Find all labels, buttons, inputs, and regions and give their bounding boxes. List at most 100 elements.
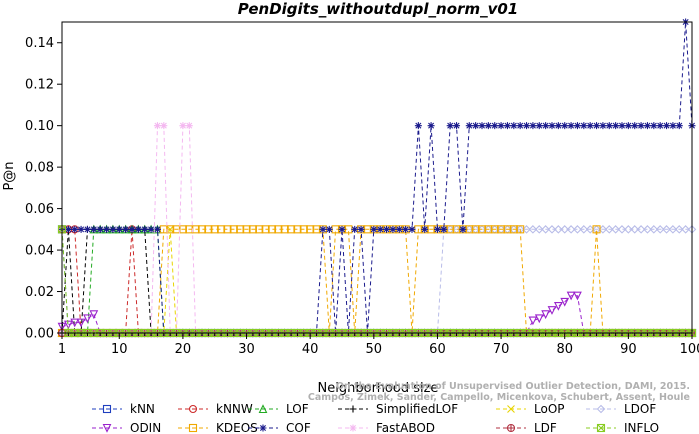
- legend-label: FastABOD: [376, 421, 435, 434]
- data-point: [421, 225, 429, 233]
- credit-line-1: Campos, Zimek, Sander, Campello, Micenko…: [308, 392, 690, 403]
- data-point: [503, 122, 511, 130]
- data-point: [153, 225, 161, 233]
- legend-item-ldof: LDOF: [586, 402, 656, 416]
- data-point: [668, 225, 678, 234]
- data-point: [306, 225, 315, 234]
- data-point: [534, 314, 544, 324]
- data-point: [408, 225, 416, 233]
- data-point: [637, 122, 645, 130]
- data-point: [604, 225, 614, 234]
- x-axis-label: Neighborhood size: [318, 381, 439, 396]
- data-point: [624, 122, 632, 130]
- data-point: [477, 225, 487, 234]
- data-point: [573, 291, 582, 301]
- data-point: [535, 122, 543, 130]
- legend-item-odin: ODIN: [92, 421, 161, 434]
- plot-frame: [61, 21, 693, 334]
- data-point: [370, 225, 378, 233]
- data-point: [402, 225, 410, 233]
- y-tick-label: 0.00: [25, 327, 54, 342]
- legend-marker: [188, 423, 198, 433]
- data-point: [128, 225, 136, 233]
- data-point: [612, 122, 620, 130]
- data-point: [70, 318, 80, 328]
- data-point: [280, 225, 289, 234]
- data-point: [217, 225, 226, 234]
- legend: kNN kNNW LOF SimplifiedLOF LoOP LDOF ODIN KDEOS…: [92, 402, 659, 434]
- data-point: [573, 122, 581, 130]
- data-point: [630, 225, 640, 234]
- data-point: [472, 122, 480, 130]
- data-point: [663, 122, 671, 130]
- data-point: [433, 225, 441, 233]
- data-point: [484, 225, 493, 234]
- x-tick-label: 40: [302, 342, 319, 357]
- legend-item-inflo: INFLO: [586, 421, 659, 434]
- data-point: [242, 225, 251, 234]
- data-point: [185, 122, 193, 130]
- legend-marker: [188, 404, 198, 414]
- data-point: [528, 316, 538, 326]
- data-point: [631, 122, 639, 130]
- data-point: [567, 122, 575, 130]
- data-point: [103, 225, 111, 233]
- data-point: [490, 225, 499, 234]
- data-point: [586, 122, 594, 130]
- data-point: [503, 225, 512, 234]
- x-tick-label: 70: [493, 342, 510, 357]
- legend-label: LDF: [534, 421, 557, 434]
- legend-marker: [349, 424, 357, 432]
- data-point: [64, 225, 72, 233]
- data-point: [541, 310, 551, 320]
- y-tick-label: 0.04: [25, 244, 54, 259]
- y-tick-label: 0.14: [25, 36, 54, 51]
- x-tick-label: 30: [238, 342, 255, 357]
- data-point: [115, 225, 123, 233]
- data-point: [351, 225, 359, 233]
- data-point: [293, 225, 302, 234]
- data-point: [172, 225, 181, 234]
- x-tick-label: 50: [366, 342, 383, 357]
- data-point: [566, 291, 576, 301]
- data-point: [516, 122, 524, 130]
- data-point: [669, 122, 677, 130]
- data-point: [153, 122, 161, 130]
- data-point: [674, 225, 684, 234]
- legend-item-loop: LoOP: [496, 402, 565, 416]
- data-point: [229, 225, 238, 234]
- data-point: [389, 225, 397, 233]
- data-point: [179, 122, 187, 130]
- x-tick-label: 20: [175, 342, 192, 357]
- data-point: [210, 225, 219, 234]
- data-point: [547, 225, 557, 234]
- data-point: [675, 122, 683, 130]
- data-point: [274, 225, 283, 234]
- data-point: [471, 225, 480, 234]
- data-point: [71, 225, 79, 233]
- data-point: [109, 225, 117, 233]
- data-point: [662, 225, 671, 234]
- data-point: [650, 122, 658, 130]
- data-point: [427, 122, 435, 130]
- data-point: [681, 225, 690, 234]
- x-tick-label: 90: [620, 342, 637, 357]
- legend-marker: [506, 423, 516, 433]
- x-tick-label: 80: [556, 342, 573, 357]
- data-point: [541, 225, 550, 234]
- data-point: [592, 225, 601, 234]
- data-point: [465, 122, 473, 130]
- legend-item-knnw: kNNW: [178, 402, 253, 416]
- legend-label: KDEOS: [216, 421, 258, 434]
- legend-label: ODIN: [130, 421, 161, 434]
- data-point: [580, 122, 588, 130]
- data-point: [529, 122, 537, 130]
- plot-background: [62, 22, 692, 333]
- data-point: [77, 225, 85, 233]
- data-point: [618, 122, 626, 130]
- data-point: [510, 122, 518, 130]
- data-point: [611, 225, 620, 234]
- x-tick-label: 1: [58, 342, 66, 357]
- data-point: [636, 225, 646, 234]
